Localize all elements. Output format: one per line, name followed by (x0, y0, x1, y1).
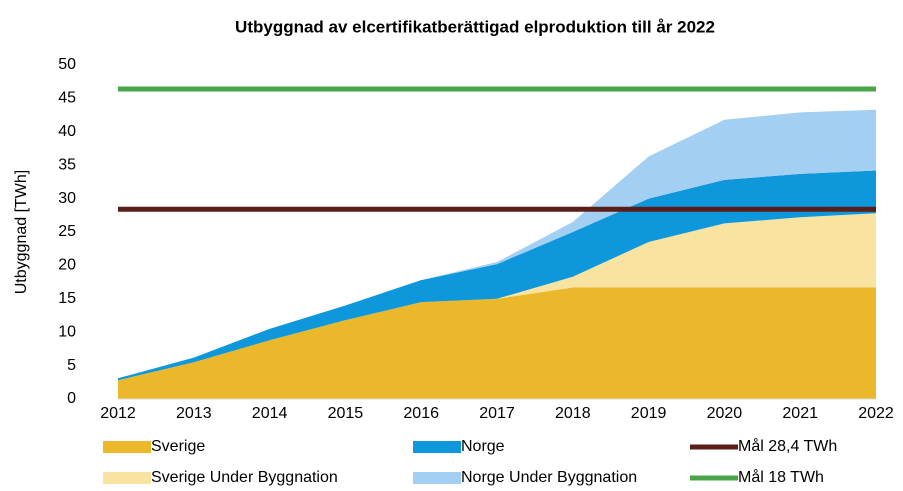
legend-label: Sverige Under Byggnation (151, 469, 338, 486)
y-tick-label: 45 (58, 90, 76, 107)
x-tick-label: 2017 (479, 405, 515, 422)
legend-swatch (103, 472, 151, 484)
area (118, 287, 876, 399)
y-tick-label: 5 (67, 357, 76, 374)
y-tick-label: 15 (58, 290, 76, 307)
legend-label: Mål 18 TWh (738, 468, 824, 486)
legend-label: Sverige (151, 438, 205, 455)
y-tick-label: 10 (58, 323, 76, 340)
x-tick-label: 2014 (252, 405, 288, 422)
y-tick-label: 0 (67, 390, 76, 407)
legend-swatch (413, 472, 461, 484)
y-tick-label: 20 (58, 257, 76, 274)
x-tick-label: 2019 (631, 405, 667, 422)
x-tick-label: 2018 (555, 405, 591, 422)
y-tick-label: 25 (58, 223, 76, 240)
legend-swatch (413, 441, 461, 453)
y-tick-label: 40 (58, 123, 76, 140)
chart-title: Utbyggnad av elcertifikatberättigad elpr… (235, 17, 715, 36)
x-tick-label: 2013 (176, 405, 212, 422)
legend-label: Norge Under Byggnation (461, 469, 637, 486)
x-tick-label: 2012 (100, 405, 136, 422)
legend-label: Norge (461, 438, 505, 455)
x-tick-label: 2016 (403, 405, 439, 422)
area (118, 109, 876, 379)
area (118, 170, 876, 381)
legend-label: Mål 28,4 TWh (738, 437, 837, 455)
y-axis-label: Utbyggnad [TWh] (13, 170, 30, 295)
y-tick-label: 50 (58, 56, 76, 73)
area (118, 213, 876, 381)
x-tick-label: 2015 (328, 405, 364, 422)
x-tick-label: 2022 (858, 405, 894, 422)
y-tick-label: 35 (58, 156, 76, 173)
y-tick-label: 30 (58, 190, 76, 207)
legend-swatch (103, 441, 151, 453)
x-tick-label: 2020 (707, 405, 743, 422)
x-tick-label: 2021 (782, 405, 818, 422)
